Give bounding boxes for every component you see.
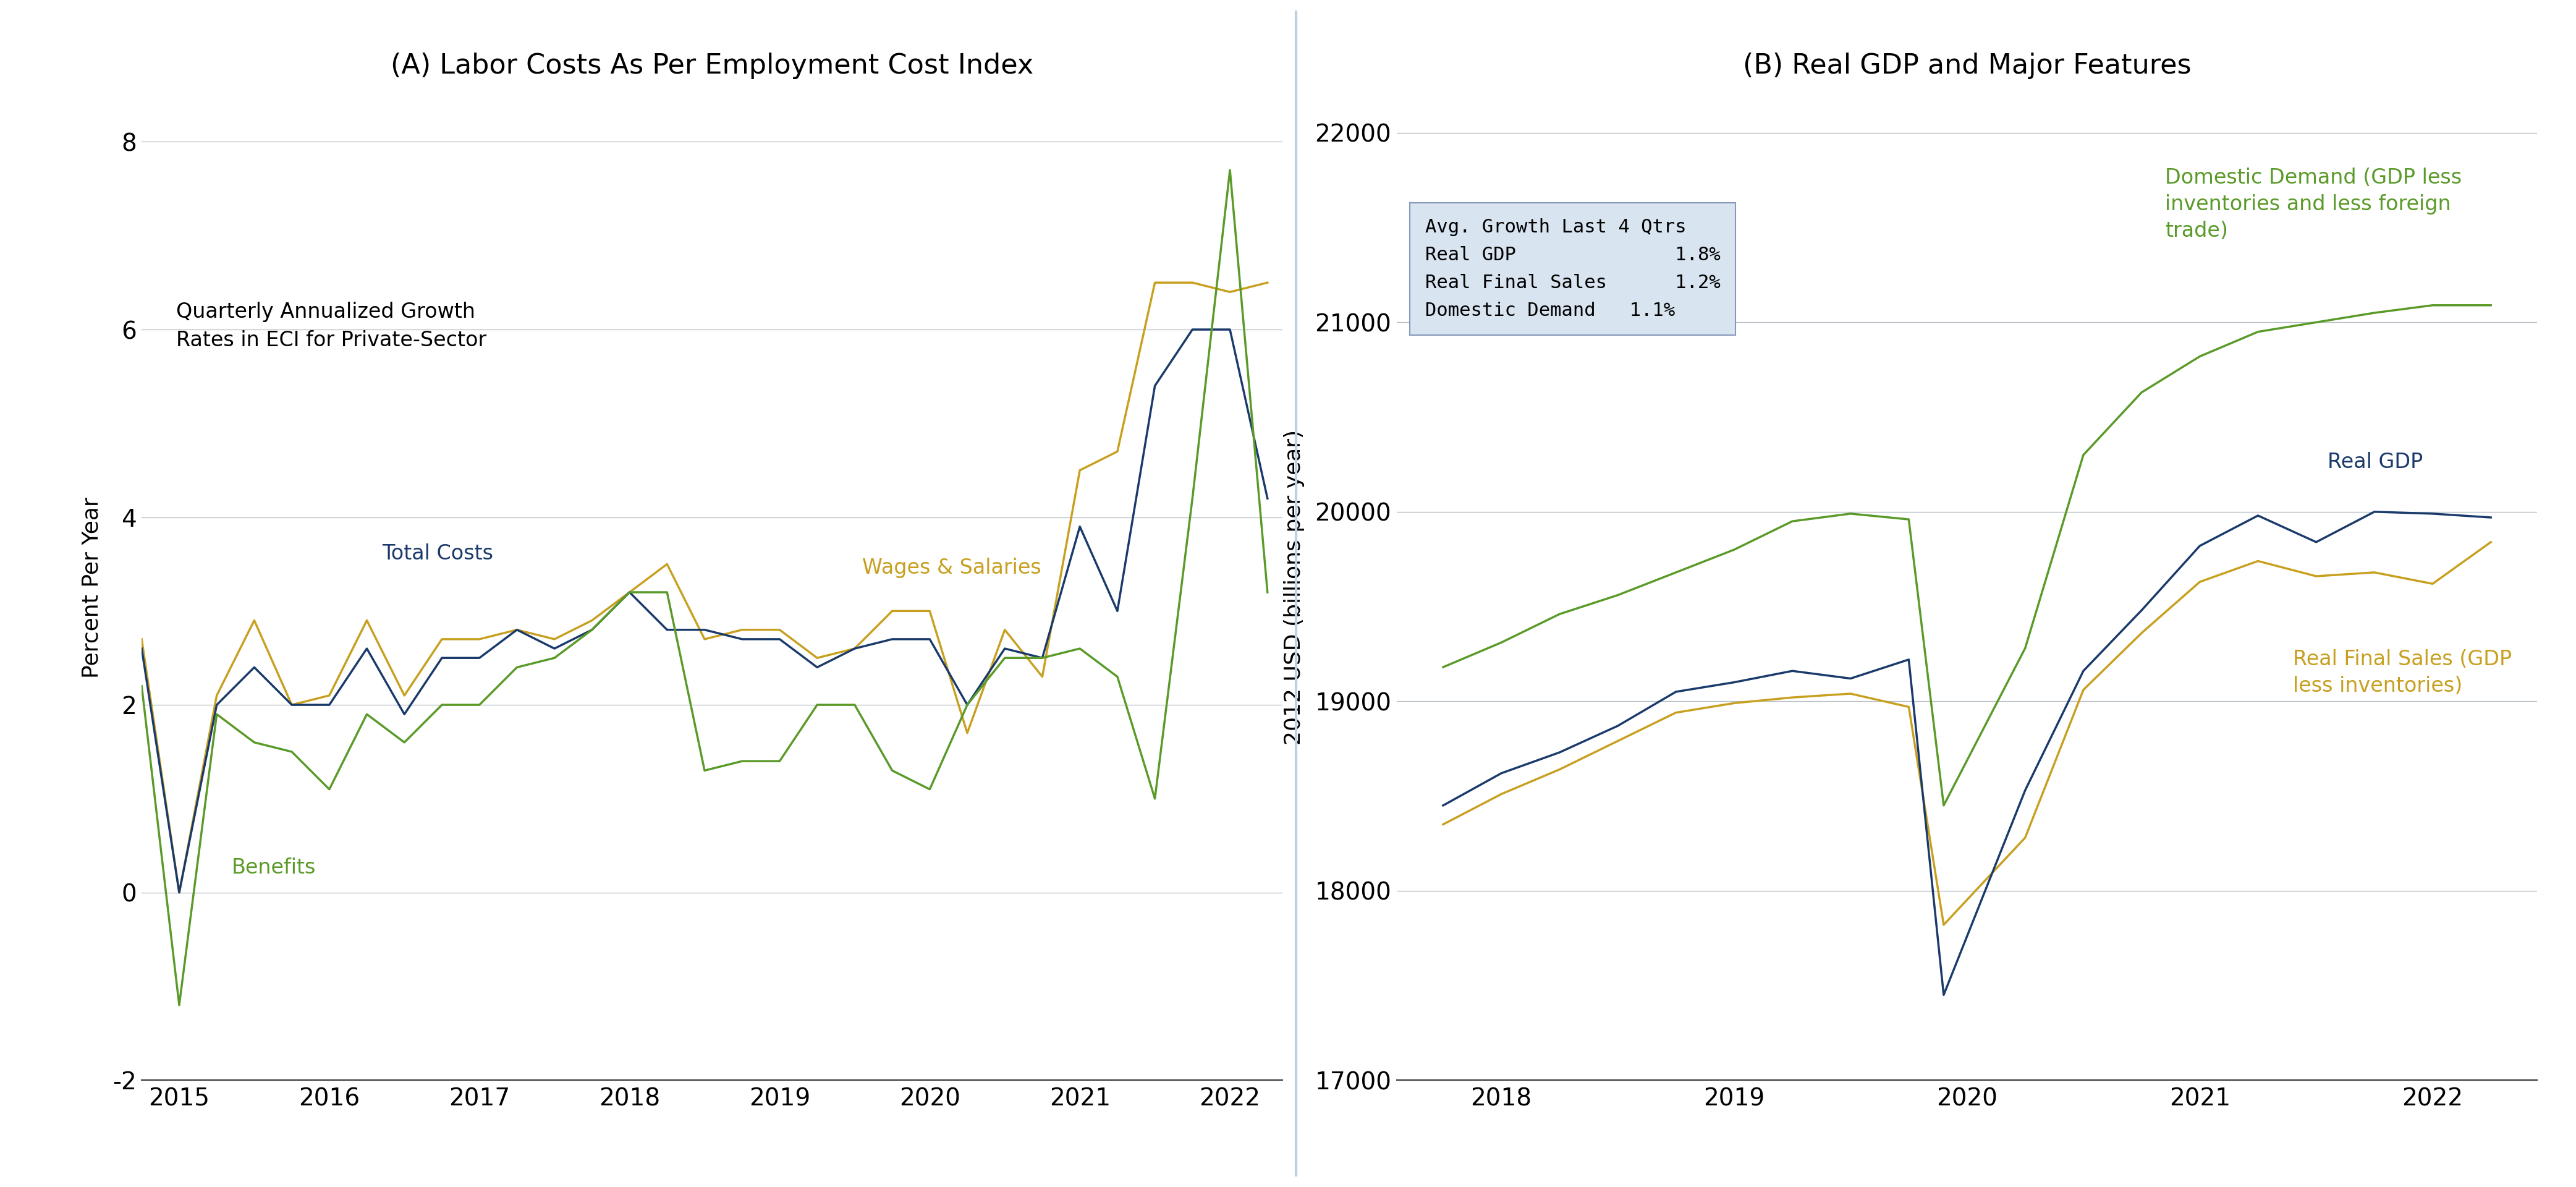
Text: Wages & Salaries: Wages & Salaries	[863, 558, 1041, 578]
Title: (A) Labor Costs As Per Employment Cost Index: (A) Labor Costs As Per Employment Cost I…	[392, 52, 1033, 80]
Text: Quarterly Annualized Growth
Rates in ECI for Private-Sector: Quarterly Annualized Growth Rates in ECI…	[175, 301, 487, 350]
Text: Real Final Sales (GDP
less inventories): Real Final Sales (GDP less inventories)	[2293, 649, 2512, 696]
Y-axis label: Percent Per Year: Percent Per Year	[82, 497, 103, 678]
Text: Real GDP: Real GDP	[2329, 452, 2424, 472]
Text: Total Costs: Total Costs	[381, 544, 492, 564]
Text: Domestic Demand (GDP less
inventories and less foreign
trade): Domestic Demand (GDP less inventories an…	[2164, 167, 2463, 241]
Text: Avg. Growth Last 4 Qtrs
Real GDP              1.8%
Real Final Sales      1.2%
Do: Avg. Growth Last 4 Qtrs Real GDP 1.8% Re…	[1425, 218, 1721, 319]
Title: (B) Real GDP and Major Features: (B) Real GDP and Major Features	[1744, 52, 2192, 80]
Text: Benefits: Benefits	[232, 858, 317, 878]
Y-axis label: 2012 USD (billions per year): 2012 USD (billions per year)	[1283, 430, 1303, 745]
